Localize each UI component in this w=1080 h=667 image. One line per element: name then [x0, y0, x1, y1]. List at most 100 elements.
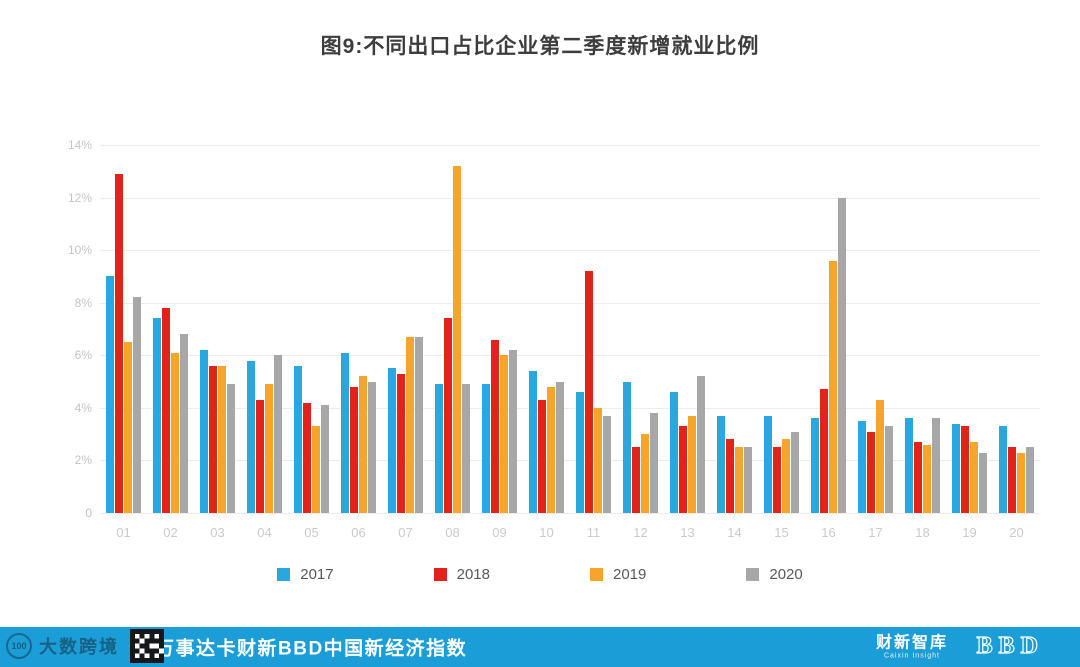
bar-2018-15	[773, 447, 781, 513]
bar-2020-09	[509, 350, 517, 513]
bar-2017-07	[388, 368, 396, 513]
bar-2019-16	[829, 260, 837, 513]
bar-2018-05	[303, 402, 311, 513]
x-axis-tick-label: 11	[586, 525, 601, 540]
bar-2017-20	[999, 426, 1007, 513]
y-axis-tick-label: 14%	[67, 138, 92, 152]
y-axis-tick-label: 0	[85, 506, 92, 520]
chart-legend: 2017 2018 2019 2020	[0, 566, 1080, 583]
bar-2017-02	[153, 318, 161, 513]
bar-2017-11	[576, 392, 584, 513]
bar-2020-20	[1026, 447, 1034, 513]
legend-label: 2019	[613, 566, 647, 583]
footer-bar: 万事达卡财新BBD中国新经济指数 财新智库 Caixin Insight BBD	[0, 627, 1080, 667]
y-axis-tick-label: 12%	[67, 190, 92, 205]
bar-2018-13	[679, 426, 687, 513]
bar-2018-06	[350, 386, 358, 513]
legend-item-2018: 2018	[433, 566, 490, 583]
x-axis-tick-label: 02	[163, 525, 178, 540]
bar-2019-17	[876, 399, 884, 513]
x-axis-tick-label: 07	[398, 525, 413, 540]
bar-2019-07	[406, 336, 414, 513]
bar-2020-13	[697, 376, 705, 513]
gridline	[100, 355, 1040, 357]
x-axis-tick-label: 17	[868, 525, 883, 540]
bar-2019-04	[265, 384, 273, 513]
legend-swatch	[746, 568, 760, 581]
watermark-text: 大数跨境	[39, 637, 119, 657]
bar-2017-01	[106, 276, 114, 513]
x-axis-tick-label: 19	[962, 525, 977, 540]
legend-label: 2020	[769, 566, 803, 583]
bar-2017-15	[764, 415, 772, 513]
bar-2020-03	[227, 384, 235, 513]
legend-item-2019: 2019	[590, 566, 646, 583]
legend-swatch	[590, 568, 603, 581]
qr-code-icon	[130, 629, 164, 663]
bar-2020-01	[133, 297, 141, 513]
bar-2017-08	[435, 384, 443, 513]
bar-2017-10	[529, 371, 537, 513]
bar-2020-10	[556, 381, 564, 513]
bar-2017-12	[623, 381, 631, 513]
x-axis-tick-label: 18	[915, 525, 930, 540]
bar-2020-17	[885, 426, 893, 513]
bar-2020-11	[603, 415, 611, 513]
bar-2020-02	[180, 334, 188, 513]
bar-2019-01	[124, 342, 132, 513]
gridline	[100, 407, 1040, 409]
bar-2018-14	[726, 439, 734, 513]
bar-2017-03	[200, 350, 208, 513]
bbd-logo: BBD	[976, 632, 1044, 659]
gridline	[100, 145, 1040, 146]
bar-2018-19	[961, 426, 969, 513]
bar-2017-05	[294, 365, 302, 513]
bar-2020-12	[650, 413, 658, 513]
bar-2018-02	[162, 307, 170, 513]
y-axis-tick-label: 8%	[74, 295, 92, 310]
gridline	[100, 513, 1040, 514]
x-axis-tick-label: 05	[304, 525, 319, 540]
bar-2018-10	[538, 399, 546, 513]
bar-2019-19	[970, 442, 978, 513]
chart-title: 图9:不同出口占比企业第二季度新增就业比例	[320, 35, 760, 58]
bar-2018-04	[256, 399, 264, 513]
caixin-insight-logo: 财新智库 Caixin Insight	[876, 634, 948, 659]
bar-2019-09	[500, 355, 508, 513]
bar-2018-17	[867, 431, 875, 513]
caixin-logo-subtext: Caixin Insight	[883, 651, 940, 659]
bar-2018-11	[585, 271, 593, 513]
bar-2017-16	[811, 418, 819, 513]
bar-2019-12	[641, 434, 649, 513]
bar-2017-14	[717, 415, 725, 513]
bar-2020-04	[274, 355, 282, 513]
bar-2019-20	[1017, 452, 1025, 513]
legend-label: 2018	[456, 566, 490, 583]
bar-2017-17	[858, 421, 866, 513]
x-axis-tick-label: 14	[727, 525, 742, 540]
y-axis-tick-label: 4%	[74, 400, 92, 415]
gridline	[100, 302, 1040, 304]
bar-2019-13	[688, 415, 696, 513]
legend-item-2020: 2020	[746, 566, 803, 583]
y-axis-tick-label: 6%	[74, 348, 92, 363]
bar-2019-14	[735, 447, 743, 513]
legend-swatch	[433, 568, 447, 581]
bar-2018-16	[820, 389, 828, 513]
bar-2017-19	[952, 423, 960, 513]
x-axis-tick-label: 01	[116, 525, 131, 540]
bar-2020-05	[321, 405, 329, 513]
bar-2018-07	[397, 373, 405, 513]
bar-2019-03	[218, 365, 226, 513]
bar-2019-06	[359, 376, 367, 513]
bar-2018-08	[444, 318, 452, 513]
x-axis-tick-label: 03	[210, 525, 225, 540]
watermark: 100 大数跨境	[6, 629, 164, 663]
bar-2020-06	[368, 381, 376, 513]
x-axis-tick-label: 16	[821, 525, 836, 540]
bar-2017-09	[482, 384, 490, 513]
bar-2019-05	[312, 426, 320, 513]
bar-2018-20	[1008, 447, 1016, 513]
bar-2020-14	[744, 447, 752, 513]
